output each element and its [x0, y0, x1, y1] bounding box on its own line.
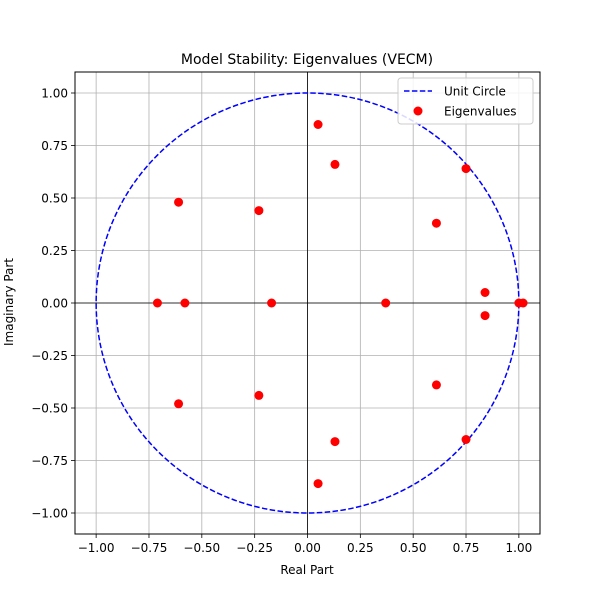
y-tick-label: 1.00	[41, 87, 68, 101]
x-tick-label: 0.75	[453, 541, 480, 555]
eigenvalue-point	[254, 390, 264, 400]
chart-title: Model Stability: Eigenvalues (VECM)	[181, 52, 433, 68]
legend-eigenvalues-swatch	[413, 106, 423, 116]
x-tick-label: −0.75	[131, 541, 168, 555]
eigenvalue-point	[174, 399, 184, 409]
eigenvalue-point	[431, 218, 441, 228]
eigenvalue-point	[330, 437, 340, 447]
x-axis-ticks: −1.00 −0.75 −0.50 −0.25 0.00 0.25 0.50 0.75 1.00	[78, 534, 532, 555]
y-tick-label: 0.75	[41, 139, 68, 153]
eigenvalue-point	[480, 288, 490, 297]
x-axis-label: Real Part	[280, 563, 334, 577]
y-tick-label: 0.25	[41, 244, 68, 258]
eigenvalue-point	[313, 120, 323, 129]
y-axis-label: Imaginary Part	[2, 258, 16, 346]
x-tick-label: −0.25	[236, 541, 273, 555]
eigenvalue-point	[381, 298, 391, 308]
y-tick-label: 0.50	[41, 192, 68, 206]
legend-box	[397, 77, 534, 125]
eigenvalue-point	[267, 298, 277, 308]
legend: Unit Circle Eigenvalues	[397, 77, 534, 125]
y-tick-label: −0.50	[31, 402, 68, 416]
y-tick-label: 0.00	[41, 297, 68, 311]
y-tick-label: −1.00	[31, 507, 68, 521]
eigenvalue-point	[152, 298, 162, 308]
eigenvalue-point	[480, 311, 490, 321]
eigenvalue-point	[431, 380, 441, 390]
y-tick-label: −0.25	[31, 349, 68, 363]
x-tick-label: −1.00	[78, 541, 115, 555]
eigenvalue-point	[330, 159, 340, 169]
legend-eigenvalues-label: Eigenvalues	[444, 105, 517, 119]
eigenvalue-points	[152, 120, 528, 489]
x-tick-label: 0.00	[294, 541, 321, 555]
eigenvalue-point	[461, 164, 471, 174]
eigenvalue-point	[174, 197, 184, 207]
y-tick-label: −0.75	[31, 454, 68, 468]
x-tick-label: −0.50	[183, 541, 220, 555]
eigenvalue-point	[180, 298, 190, 308]
eigenvalue-point	[254, 206, 264, 216]
eigenvalue-point	[518, 298, 528, 308]
y-axis-ticks: −1.00 −0.75 −0.50 −0.25 0.00 0.25 0.50 0.75 1.00	[31, 87, 75, 521]
x-tick-label: 0.25	[347, 541, 374, 555]
legend-unit-circle-label: Unit Circle	[444, 85, 506, 99]
eigenvalue-point	[313, 479, 323, 489]
eigenvalue-point	[461, 435, 471, 444]
x-tick-label: 0.50	[400, 541, 427, 555]
zero-axes	[75, 72, 540, 534]
x-tick-label: 1.00	[506, 541, 533, 555]
